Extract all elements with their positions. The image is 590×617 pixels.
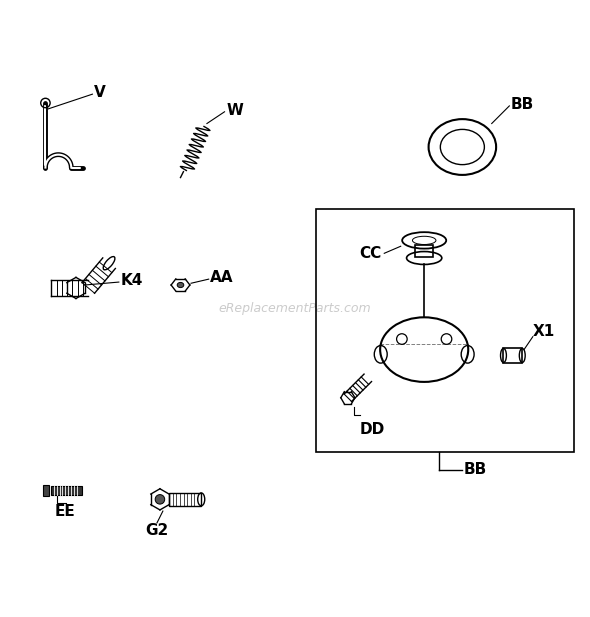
Bar <box>503 349 522 363</box>
Text: W: W <box>227 102 243 117</box>
Text: V: V <box>94 86 106 101</box>
Text: DD: DD <box>359 423 385 437</box>
Text: BB: BB <box>464 463 487 478</box>
Bar <box>316 209 574 452</box>
Text: AA: AA <box>210 270 234 286</box>
Text: EE: EE <box>54 503 75 519</box>
Text: K4: K4 <box>120 273 143 288</box>
Bar <box>415 245 433 257</box>
Text: X1: X1 <box>533 325 555 339</box>
Bar <box>169 493 201 506</box>
Circle shape <box>155 495 165 504</box>
Text: BB: BB <box>510 97 534 112</box>
Bar <box>43 485 49 497</box>
Bar <box>51 486 82 495</box>
Text: CC: CC <box>360 246 382 262</box>
Ellipse shape <box>177 283 183 288</box>
Text: eReplacementParts.com: eReplacementParts.com <box>219 302 371 315</box>
Text: G2: G2 <box>145 523 169 538</box>
